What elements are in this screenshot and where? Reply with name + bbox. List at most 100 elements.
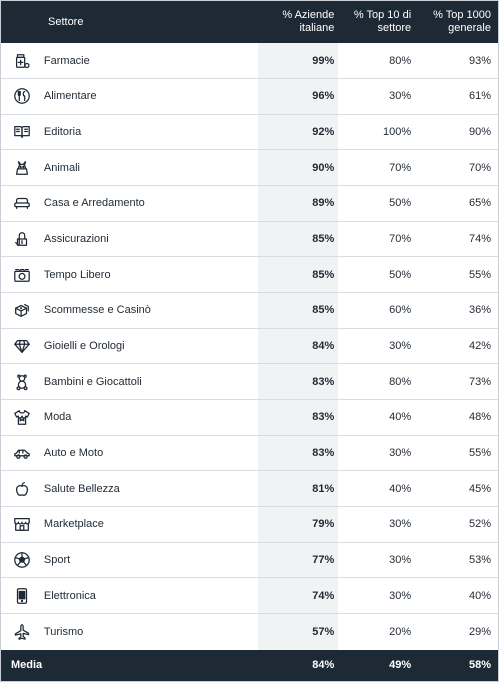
row-top1000-generale: 42% <box>468 340 491 352</box>
row-top1000-generale: 36% <box>468 304 491 317</box>
row-aziende-italiane: 85% <box>258 257 339 292</box>
sofa-icon <box>1 194 44 212</box>
row-label: Salute Bellezza <box>43 482 120 495</box>
row-label: Turismo <box>43 626 84 638</box>
food-icon <box>1 87 44 105</box>
row-top1000-generale: 65% <box>468 197 491 210</box>
row-label: Elettronica <box>43 589 96 602</box>
row-top10-settore: 80% <box>389 375 412 388</box>
row-label: Scommesse e Casinò <box>43 304 151 317</box>
row-top1000-generale: 74% <box>468 232 491 245</box>
row-aziende-italiane: 81% <box>258 471 339 507</box>
dice-icon <box>1 301 44 319</box>
row-aziende-italiane: 99% <box>258 43 339 78</box>
table-row: Farmacie 99% 80% 93% <box>1 43 498 79</box>
table-row: Assicurazioni 85% 70% 74% <box>1 221 498 258</box>
row-top10-settore: 50% <box>389 197 412 210</box>
store-icon <box>1 515 44 533</box>
header-top1000-generale: % Top 1000 generale <box>433 9 491 35</box>
table-footer: Media 84% 49% 58% <box>1 649 498 681</box>
header-top10-settore: % Top 10 di settore <box>353 9 412 35</box>
row-label: Farmacie <box>43 54 90 67</box>
camera-icon <box>1 266 44 284</box>
row-top1000-generale: 40% <box>468 589 491 602</box>
row-top1000-generale: 48% <box>468 411 491 424</box>
car-icon <box>1 444 44 462</box>
row-aziende-italiane: 79% <box>258 507 339 542</box>
row-top1000-generale: 90% <box>468 125 491 138</box>
row-top1000-generale: 55% <box>468 447 491 460</box>
footer-label: Media <box>11 659 43 672</box>
tshirt-icon <box>1 408 44 426</box>
table-row: Alimentare 96% 30% 61% <box>1 78 498 115</box>
row-aziende-italiane: 92% <box>258 114 339 150</box>
row-top1000-generale: 29% <box>468 626 491 638</box>
row-top1000-generale: 53% <box>468 554 491 567</box>
row-top10-settore: 30% <box>389 447 412 460</box>
table-row: Casa e Arredamento 89% 50% 65% <box>1 185 498 222</box>
row-top10-settore: 70% <box>389 232 412 245</box>
diamond-icon <box>1 337 44 355</box>
pharmacy-icon <box>1 52 44 70</box>
row-label: Gioielli e Orologi <box>43 340 125 352</box>
smartphone-icon <box>1 587 44 605</box>
table-row: Turismo 57% 20% 29% <box>1 614 498 650</box>
row-aziende-italiane: 96% <box>258 78 339 114</box>
row-label: Animali <box>43 161 80 174</box>
row-top10-settore: 30% <box>389 554 412 567</box>
table-row: Scommesse e Casinò 85% 60% 36% <box>1 292 498 329</box>
header-aziende-italiane: % Aziende italiane <box>282 9 335 35</box>
table-row: Sport 77% 30% 53% <box>1 542 498 579</box>
row-label: Editoria <box>43 125 82 138</box>
row-aziende-italiane: 85% <box>258 221 339 257</box>
row-top10-settore: 30% <box>389 340 412 352</box>
row-aziende-italiane: 84% <box>258 328 339 364</box>
teddy-bear-icon <box>1 373 44 391</box>
row-top1000-generale: 70% <box>468 161 491 174</box>
row-top10-settore: 30% <box>389 90 412 103</box>
table-row: Bambini e Giocattoli 83% 80% 73% <box>1 364 498 401</box>
apple-icon <box>1 480 44 498</box>
row-label: Bambini e Giocattoli <box>43 375 142 388</box>
row-top10-settore: 20% <box>389 626 412 638</box>
row-aziende-italiane: 83% <box>258 400 339 435</box>
row-top10-settore: 50% <box>389 268 412 281</box>
table-row: Editoria 92% 100% 90% <box>1 114 498 151</box>
row-label: Assicurazioni <box>43 232 109 245</box>
row-aziende-italiane: 89% <box>258 185 339 221</box>
table-row: Gioielli e Orologi 84% 30% 42% <box>1 328 498 365</box>
table-row: Salute Bellezza 81% 40% 45% <box>1 471 498 508</box>
table-body: Farmacie 99% 80% 93% Alimentare 96% 30% … <box>1 43 498 650</box>
row-aziende-italiane: 85% <box>258 292 339 328</box>
book-icon <box>1 123 44 141</box>
footer-aziende-italiane: 84% <box>312 659 335 672</box>
table-row: Moda 83% 40% 48% <box>1 400 498 436</box>
row-aziende-italiane: 57% <box>258 614 339 650</box>
table-header: Settore % Aziende italiane % Top 10 di s… <box>1 1 498 44</box>
row-label: Moda <box>43 411 72 424</box>
row-top10-settore: 80% <box>389 54 412 67</box>
row-aziende-italiane: 77% <box>258 542 339 578</box>
row-top1000-generale: 73% <box>468 375 491 388</box>
row-aziende-italiane: 74% <box>258 578 339 614</box>
row-label: Casa e Arredamento <box>43 197 145 210</box>
row-top1000-generale: 52% <box>468 518 491 531</box>
pet-icon <box>1 159 44 177</box>
row-label: Tempo Libero <box>43 268 111 281</box>
row-top10-settore: 30% <box>389 589 412 602</box>
row-label: Marketplace <box>43 518 104 531</box>
row-top10-settore: 40% <box>389 411 412 424</box>
row-aziende-italiane: 83% <box>258 364 339 400</box>
row-aziende-italiane: 90% <box>258 150 339 185</box>
table-row: Tempo Libero 85% 50% 55% <box>1 257 498 293</box>
table-row: Animali 90% 70% 70% <box>1 150 498 186</box>
soccer-ball-icon <box>1 551 44 569</box>
table-row: Marketplace 79% 30% 52% <box>1 507 498 543</box>
row-top1000-generale: 61% <box>468 90 491 103</box>
row-label: Alimentare <box>43 90 97 103</box>
table-row: Auto e Moto 83% 30% 55% <box>1 435 498 472</box>
footer-top10-settore: 49% <box>389 659 412 672</box>
row-aziende-italiane: 83% <box>258 435 339 471</box>
row-top10-settore: 60% <box>389 304 412 317</box>
